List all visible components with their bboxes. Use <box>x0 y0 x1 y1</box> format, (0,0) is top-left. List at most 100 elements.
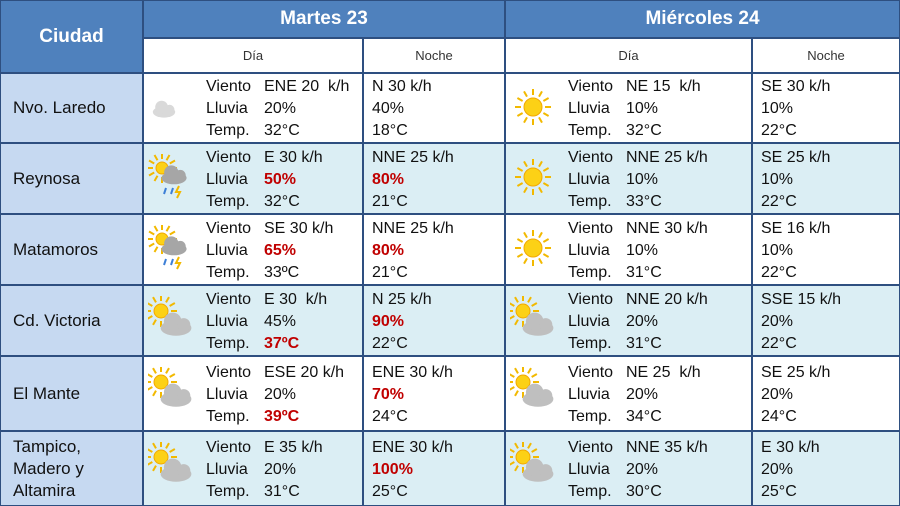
day-header: Martes 23 <box>143 0 505 38</box>
weather-icon <box>510 296 554 336</box>
line-value: SE 25 k/h <box>761 148 831 166</box>
line-label: Lluvia <box>206 385 248 403</box>
weather-line: 24°C <box>761 406 797 428</box>
line-value: 40% <box>372 100 405 117</box>
line-value: 80% <box>372 170 405 188</box>
weather-line: Viento ESE 20 k/h <box>206 362 344 384</box>
line-value: 24°C <box>372 407 408 425</box>
weather-line: SE 25 k/h <box>761 362 830 384</box>
line-label: Viento <box>206 438 252 456</box>
night-cell: ENE 30 k/h 100% 25°C <box>363 431 505 506</box>
line-value: NNE 25 k/h <box>626 148 708 166</box>
line-value: 90% <box>372 312 405 330</box>
line-value: NNE 20 k/h <box>626 290 708 308</box>
weather-icon <box>515 89 551 125</box>
line-value: N 30 k/h <box>372 78 432 95</box>
line-value: NE 15 k/h <box>626 78 701 95</box>
weather-line: Temp. 30°C <box>568 481 662 503</box>
line-value: 22°C <box>761 192 797 210</box>
night-cell: N 30 k/h 40% 18°C <box>363 73 505 143</box>
weather-icon <box>152 100 176 118</box>
line-value: SE 30 k/h <box>761 78 831 95</box>
weather-line: Lluvia 20% <box>206 384 296 406</box>
weather-line: Temp. 39ºC <box>206 406 299 428</box>
line-label: Temp. <box>206 192 250 210</box>
weather-line: Viento E 30 k/h <box>206 147 323 169</box>
weather-line: Viento SE 30 k/h <box>206 218 333 240</box>
weather-line: NNE 25 k/h <box>372 147 454 169</box>
night-cell: SSE 15 k/h 20% 22°C <box>752 285 900 356</box>
line-value: ENE 30 k/h <box>372 363 453 381</box>
weather-line: Lluvia 20% <box>568 384 658 406</box>
weather-line: 80% <box>372 169 404 191</box>
day-cell: Viento NE 25 k/h Lluvia 20% Temp. 34°C <box>505 356 752 431</box>
day-cell: Viento SE 30 k/h Lluvia 65% Temp. 33ºC <box>143 214 363 285</box>
line-value: 22°C <box>761 122 797 139</box>
weather-line: Lluvia 20% <box>206 98 296 120</box>
line-label: Viento <box>206 148 252 166</box>
line-label: Lluvia <box>206 170 248 188</box>
line-value: 10% <box>626 100 659 117</box>
day-subheader: Día <box>143 38 363 73</box>
line-value: NNE 25 k/h <box>372 148 454 166</box>
line-label: Temp. <box>206 122 250 139</box>
line-value: 18°C <box>372 122 408 139</box>
weather-line: Temp. 32°C <box>568 120 662 142</box>
weather-line: Temp. 32°C <box>206 120 300 142</box>
line-value: NNE 30 k/h <box>626 219 708 237</box>
weather-line: ENE 30 k/h <box>372 437 453 459</box>
night-cell: ENE 30 k/h 70% 24°C <box>363 356 505 431</box>
city-header: Ciudad <box>0 0 143 73</box>
line-label: Temp. <box>568 482 612 500</box>
weather-line: 80% <box>372 240 404 262</box>
line-label: Lluvia <box>568 170 610 188</box>
weather-line: Viento NE 25 k/h <box>568 362 701 384</box>
line-value: 45% <box>264 312 297 330</box>
weather-line: 24°C <box>372 406 408 428</box>
weather-line: Lluvia 10% <box>568 169 658 191</box>
weather-line: 10% <box>761 98 793 120</box>
line-value: E 30 k/h <box>761 438 820 456</box>
line-label: Temp. <box>568 407 612 425</box>
line-value: 33°C <box>626 192 662 210</box>
line-label: Viento <box>206 363 252 381</box>
night-cell: NNE 25 k/h 80% 21°C <box>363 214 505 285</box>
line-value: 30°C <box>626 482 662 500</box>
city-cell: Cd. Victoria <box>0 285 143 356</box>
weather-line: SE 30 k/h <box>761 76 830 98</box>
line-value: SSE 15 k/h <box>761 290 842 308</box>
weather-icon <box>515 159 551 195</box>
weather-line: NNE 25 k/h <box>372 218 454 240</box>
line-value: 80% <box>372 241 405 259</box>
weather-line: Temp. 37ºC <box>206 333 299 355</box>
weather-icon <box>148 442 192 482</box>
weather-line: Viento NNE 35 k/h <box>568 437 708 459</box>
line-value: 10% <box>626 170 659 188</box>
night-cell: N 25 k/h 90% 22°C <box>363 285 505 356</box>
line-value: 22°C <box>761 263 797 281</box>
weather-line: 70% <box>372 384 404 406</box>
weather-icon <box>148 367 192 407</box>
night-subheader: Noche <box>363 38 505 73</box>
line-value: 31°C <box>264 482 300 500</box>
line-label: Viento <box>568 219 614 237</box>
weather-line: Temp. 31°C <box>568 262 662 284</box>
weather-line: 20% <box>761 311 793 333</box>
line-value: 100% <box>372 460 413 478</box>
line-label: Lluvia <box>206 312 248 330</box>
line-label: Lluvia <box>568 241 610 259</box>
day-cell: Viento E 30 k/h Lluvia 50% Temp. 32°C <box>143 143 363 214</box>
night-cell: E 30 k/h 20% 25°C <box>752 431 900 506</box>
weather-line: 21°C <box>372 191 408 213</box>
weather-line: Lluvia 20% <box>568 459 658 481</box>
line-value: 10% <box>761 100 794 117</box>
line-label: Lluvia <box>206 241 248 259</box>
city-cell: Nvo. Laredo <box>0 73 143 143</box>
day-header: Miércoles 24 <box>505 0 900 38</box>
day-cell: Viento NNE 25 k/h Lluvia 10% Temp. 33°C <box>505 143 752 214</box>
night-cell: SE 16 k/h 10% 22°C <box>752 214 900 285</box>
weather-line: SE 16 k/h <box>761 218 830 240</box>
weather-line: Lluvia 10% <box>568 240 658 262</box>
line-value: 10% <box>761 170 794 188</box>
weather-line: Lluvia 20% <box>568 311 658 333</box>
